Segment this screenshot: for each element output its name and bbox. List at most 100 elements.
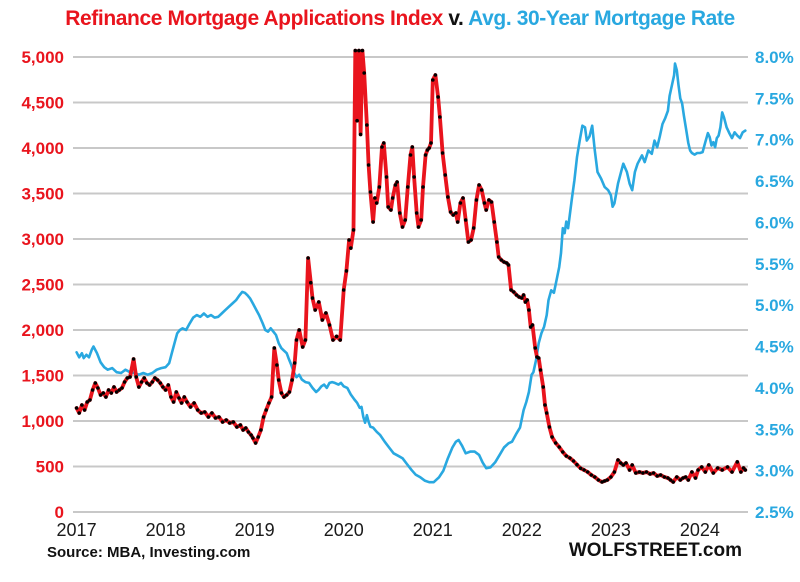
data-point-marker [249,433,253,437]
data-point-marker [609,475,613,479]
data-point-marker [668,478,673,482]
data-point-marker [461,196,465,200]
data-point-marker [561,450,565,454]
data-point-marker [520,296,524,300]
data-point-marker [525,298,529,302]
title-refi-index: Refinance Mortgage Applications Index [65,7,443,30]
data-point-marker [469,238,473,242]
data-point-marker [382,141,386,145]
right-axis-tick-label: 5.0% [755,296,794,315]
data-point-marker [179,401,184,405]
data-point-marker [355,118,359,123]
data-point-marker [683,475,688,479]
data-point-marker [627,468,632,472]
left-axis-tick-label: 5,000 [21,48,64,67]
left-axis-tick-label: 0 [55,503,64,522]
x-axis-tick-label: 2024 [680,520,720,540]
data-point-marker [306,256,310,260]
data-point-marker [725,465,730,469]
data-point-marker [166,383,171,387]
data-point-marker [284,393,289,397]
data-point-marker [389,208,393,212]
data-point-marker [290,378,294,382]
data-point-marker [496,255,501,259]
data-point-marker [419,218,424,222]
data-point-marker [161,385,165,389]
data-point-marker [90,388,95,392]
data-point-marker [82,408,87,412]
data-point-marker [536,356,541,360]
data-point-marker [134,375,138,379]
data-point-marker [353,48,358,53]
data-point-marker [300,345,305,349]
data-point-marker [174,390,179,394]
data-point-marker [88,398,92,402]
data-point-marker [275,363,279,367]
source-note: Source: MBA, Investing.com [47,544,251,561]
right-axis-tick-label: 2.5% [755,503,794,522]
x-axis-tick-label: 2022 [502,520,542,540]
data-point-marker [74,406,79,410]
data-point-marker [436,95,440,99]
data-point-marker [477,183,481,187]
x-axis-tick-label: 2020 [324,520,364,540]
data-point-marker [530,323,535,327]
data-point-marker [169,395,173,399]
data-point-marker [589,473,594,477]
data-point-marker [313,308,318,312]
right-axis-tick-label: 4.0% [755,379,794,398]
data-point-marker [514,293,519,297]
left-axis-tick-label: 1,000 [21,412,64,431]
data-point-marker [206,415,211,419]
data-point-marker [400,225,405,229]
data-point-marker [458,201,463,205]
data-point-marker [104,395,108,399]
data-point-marker [297,328,302,332]
data-point-marker [681,476,685,480]
left-axis-tick-label: 3,500 [21,185,64,204]
x-axis-tick-label: 2021 [413,520,453,540]
data-point-marker [192,401,196,405]
data-point-marker [443,173,448,177]
data-point-marker [303,338,308,342]
data-point-marker [171,400,176,404]
data-point-marker [641,471,645,475]
data-point-marker [324,311,328,315]
data-point-marker [410,145,415,149]
data-point-marker [521,293,526,297]
data-point-marker [155,378,160,382]
data-point-marker [213,416,218,420]
right-axis-tick-label: 5.5% [755,255,794,274]
data-point-marker [602,479,607,483]
data-point-marker [492,220,497,224]
data-point-marker [195,408,200,412]
x-axis-labels: 2017 2018 2019 2020 2021 2022 2023 2024 [57,520,720,540]
data-point-marker [662,475,667,479]
data-point-marker [512,290,516,294]
title-mortgage-rate: Avg. 30-Year Mortgage Rate [468,7,735,30]
data-point-marker [256,435,261,439]
x-axis-tick-label: 2019 [235,520,275,540]
data-point-marker [582,468,586,472]
data-point-marker [338,338,343,342]
data-point-marker [575,462,579,467]
data-point-marker [393,183,398,187]
right-axis-tick-label: 3.0% [755,462,794,481]
data-point-marker [720,468,724,472]
data-point-marker [471,226,476,230]
data-point-marker [188,405,193,409]
data-point-marker [398,211,402,215]
data-point-marker [147,383,152,387]
data-point-marker [131,357,136,361]
data-point-marker [139,380,144,384]
data-point-marker [678,478,683,482]
data-point-marker [261,415,266,419]
data-point-marker [259,428,263,432]
data-point-marker [125,376,130,380]
gridlines [73,56,748,513]
data-point-marker [658,473,663,477]
data-point-marker [163,388,168,392]
data-point-marker [351,228,356,232]
data-point-marker [596,478,601,482]
